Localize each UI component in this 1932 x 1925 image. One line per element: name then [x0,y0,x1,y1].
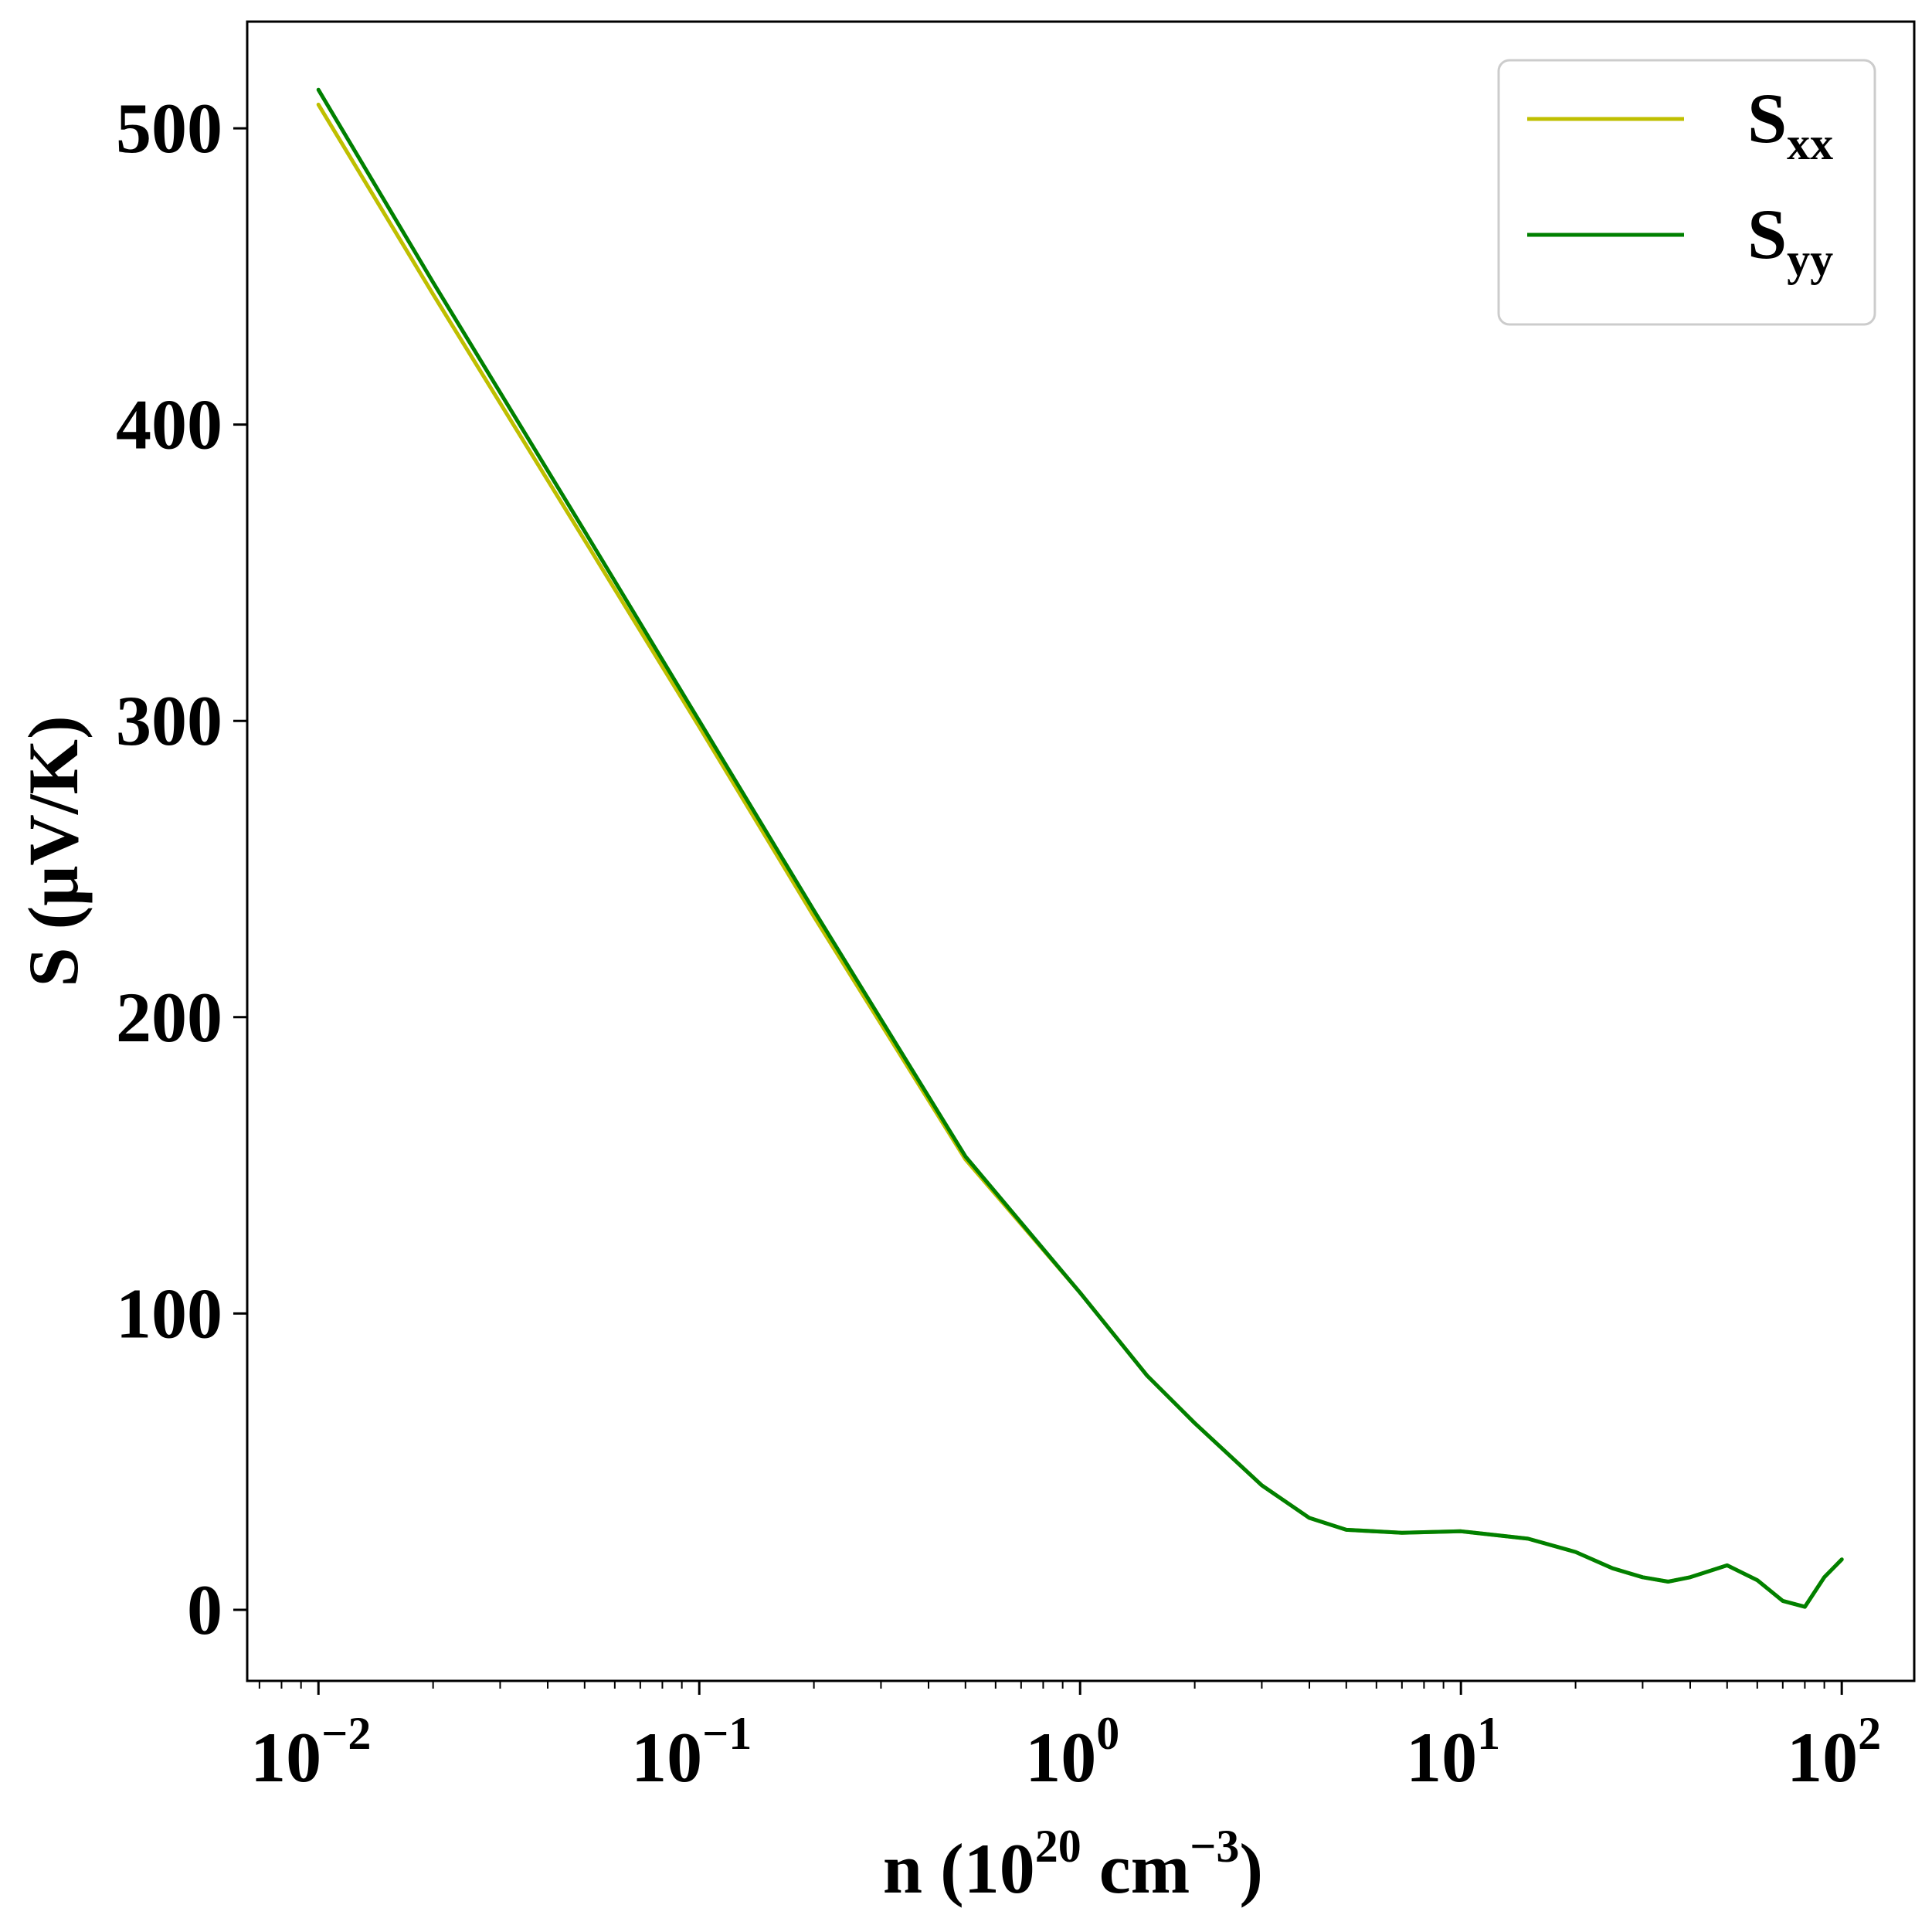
y-tick-label: 100 [116,1274,222,1353]
series-layer [316,87,1844,1609]
x-tick-label: 101 [1406,1708,1500,1797]
x-tick-label-base: 10 [631,1718,702,1797]
x-tick-label: 10−1 [631,1708,752,1797]
legend-label-syy: Syy [1747,195,1833,285]
x-tick-label: 10−2 [250,1708,371,1797]
legend-label-sxx-base: S [1747,79,1787,158]
x-axis-title-middle: cm [1081,1829,1190,1908]
series-line-syy [316,87,1844,1609]
y-axis: 0 100 200 300 400 500 [116,89,247,1649]
x-axis-title-exponent-2: −3 [1190,1821,1239,1872]
x-tick-label-base: 10 [1025,1718,1096,1797]
legend-box [1497,59,1876,326]
x-axis-title-exponent-1: 20 [1035,1821,1081,1872]
y-tick-label: 400 [116,385,222,464]
x-tick-label: 100 [1025,1708,1119,1797]
x-axis-title-suffix: ) [1239,1829,1263,1908]
legend-label-sxx: Sxx [1747,79,1833,169]
legend-label-syy-subscript: yy [1787,234,1833,285]
y-tick-label: 300 [116,681,222,760]
y-tick-label: 200 [116,978,222,1057]
x-tick-label-exponent: −2 [321,1708,371,1759]
x-tick-label-exponent: −1 [702,1708,752,1759]
legend-label-syy-base: S [1747,195,1787,273]
legend: Sxx Syy [1497,59,1876,326]
x-tick-label-exponent: 0 [1096,1708,1119,1759]
x-tick-label: 102 [1787,1708,1881,1797]
x-tick-label-base: 10 [1406,1718,1477,1797]
x-tick-label-base: 10 [250,1718,321,1797]
legend-label-sxx-subscript: xx [1787,118,1833,169]
x-tick-label-exponent: 2 [1858,1708,1881,1759]
x-tick-label-exponent: 1 [1477,1708,1500,1759]
x-tick-label-base: 10 [1787,1718,1858,1797]
y-axis-title: S (μV/K) [14,715,93,986]
x-axis: 10−2 10−1 100 101 102 [250,1681,1881,1797]
x-axis-title-prefix: n (10 [883,1829,1035,1908]
y-tick-label: 500 [116,89,222,168]
x-axis-title: n (1020 cm−3) [883,1821,1263,1908]
y-tick-label: 0 [187,1570,222,1649]
